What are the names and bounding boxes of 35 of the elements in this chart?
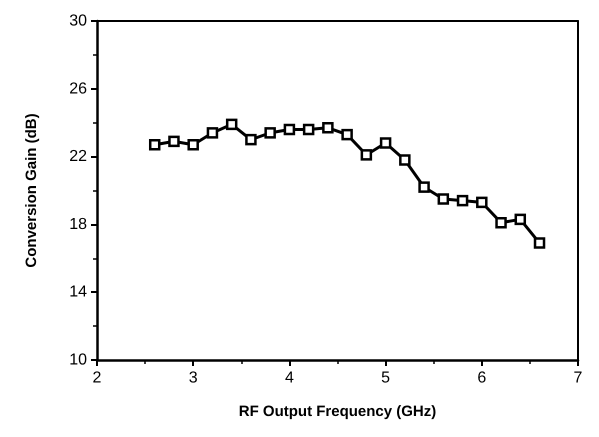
point: [341, 128, 353, 140]
x-axis-title: RF Output Frequency (GHz): [238, 403, 436, 420]
point: [360, 149, 372, 161]
point: [148, 138, 160, 150]
point: [495, 216, 507, 228]
point: [302, 124, 314, 136]
point: [264, 127, 276, 139]
point: [476, 196, 488, 208]
y-tick-label: 22: [69, 148, 88, 166]
point: [456, 194, 468, 206]
y-axis-title: Conversion Gain (dB): [23, 113, 40, 268]
x-tick-label: 6: [477, 370, 486, 386]
point: [168, 136, 180, 148]
y-tick-label: 18: [69, 216, 88, 233]
point: [284, 124, 296, 136]
point: [322, 122, 334, 134]
point: [514, 214, 526, 226]
x-tick-label: 7: [574, 370, 583, 386]
point: [245, 134, 257, 146]
x-tick-label: 5: [381, 370, 390, 386]
x-tick-label: 3: [188, 370, 198, 386]
y-tick-label: 10: [69, 352, 88, 368]
x-tick-label: 4: [284, 370, 294, 386]
y-tick-label: 26: [69, 80, 88, 98]
point: [380, 137, 392, 149]
point: [534, 237, 546, 249]
point: [399, 154, 411, 166]
point: [418, 181, 430, 193]
point: [226, 118, 238, 130]
y-tick-label: 30: [69, 12, 88, 30]
x-tick-label: 2: [92, 370, 102, 386]
point: [187, 138, 199, 150]
point: [438, 193, 450, 205]
y-tick-label: 14: [69, 284, 88, 301]
point: [206, 127, 218, 139]
